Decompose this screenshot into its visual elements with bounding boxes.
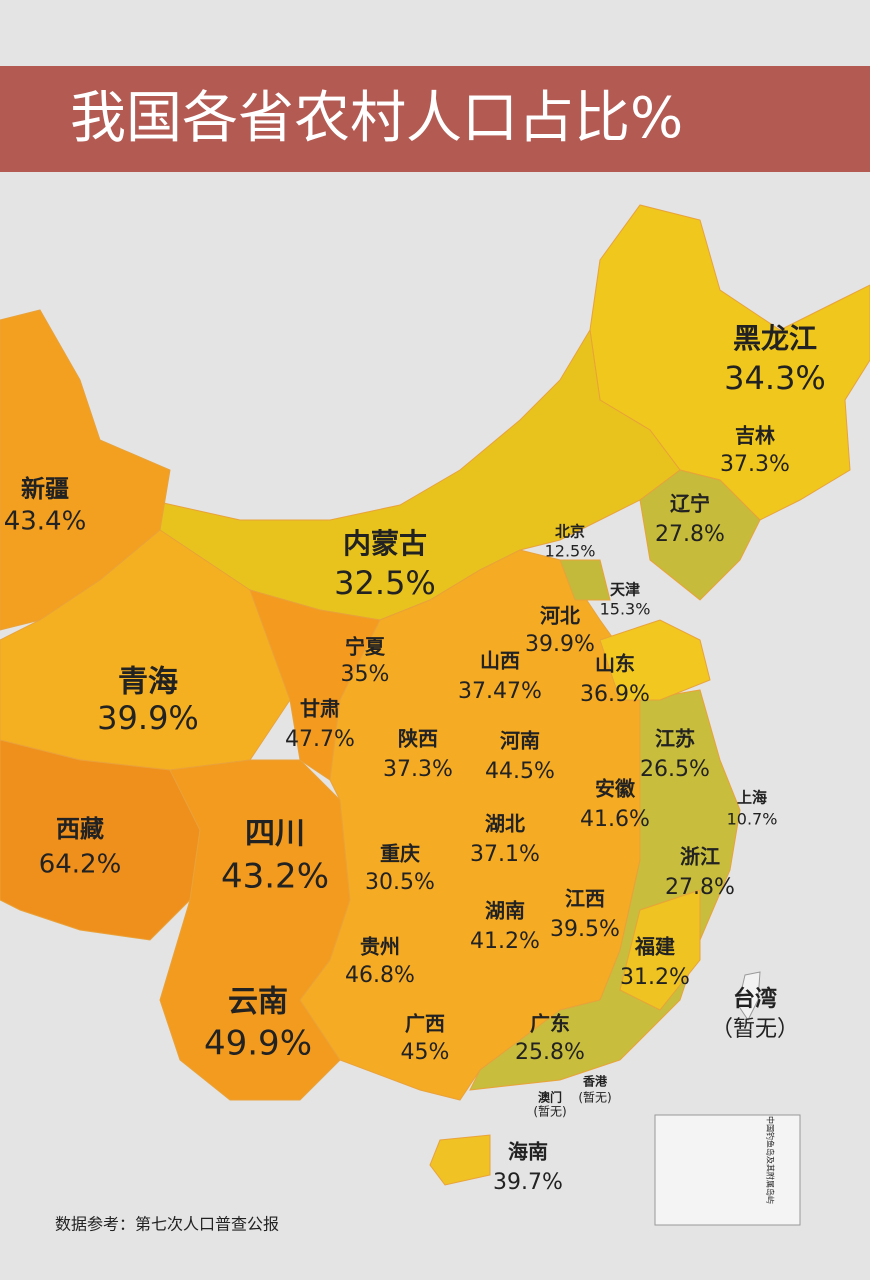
- region-name: 陕西: [398, 727, 438, 751]
- region-value: (暂无): [578, 1091, 611, 1105]
- region-name: 江西: [565, 887, 605, 911]
- region-name: 新疆: [21, 475, 69, 503]
- title: 我国各省农村人口占比%: [70, 86, 683, 151]
- region-shape: [737, 971, 761, 1021]
- region-name: 河北: [540, 604, 580, 628]
- region-name: 江苏: [655, 727, 695, 751]
- region-name: 天津: [610, 581, 640, 599]
- region-name: 云南: [228, 985, 288, 1020]
- region-value: 26.5%: [640, 757, 710, 782]
- region-value: 34.3%: [724, 359, 826, 397]
- region-value: （暂无）: [711, 1017, 799, 1042]
- region-name: 湖南: [485, 899, 525, 923]
- region-value: 35%: [341, 662, 390, 687]
- region-value: 41.6%: [580, 807, 650, 832]
- region-name: 安徽: [595, 777, 636, 801]
- region-value: 45%: [401, 1040, 450, 1065]
- region-value: 30.5%: [365, 870, 435, 895]
- region-name: 青海: [118, 665, 178, 700]
- region-shape: [599, 619, 711, 701]
- region-name: 湖北: [485, 812, 525, 836]
- region-name: 北京: [555, 523, 585, 541]
- map-shapes: [0, 204, 870, 1186]
- inset-label: 中国钓鱼岛及其附属岛屿: [766, 1116, 776, 1204]
- region-value: 39.9%: [525, 632, 595, 657]
- region-name: 贵州: [360, 935, 400, 959]
- region-value: 43.4%: [4, 507, 87, 537]
- region-name: 浙江: [680, 845, 720, 869]
- region-value: 49.9%: [204, 1024, 312, 1064]
- region-value: 39.7%: [493, 1170, 563, 1195]
- region-value: 39.9%: [97, 699, 199, 737]
- region-name: 宁夏: [345, 635, 386, 659]
- region-name: 辽宁: [670, 492, 710, 516]
- region-value: 39.5%: [550, 917, 620, 942]
- region-name: 海南: [508, 1140, 548, 1164]
- region-value: 15.3%: [600, 600, 651, 619]
- region-name: 重庆: [380, 842, 420, 866]
- region-name: 吉林: [735, 424, 775, 448]
- region-name: 广西: [405, 1012, 445, 1036]
- region-name: 福建: [634, 935, 675, 959]
- region-value: 10.7%: [727, 810, 778, 829]
- region-name: 澳门: [538, 1090, 562, 1105]
- region-value: 47.7%: [285, 727, 355, 752]
- region-name: 西藏: [56, 815, 104, 843]
- region-name: 山西: [480, 649, 520, 673]
- region-value: 37.1%: [470, 842, 540, 867]
- region-value: 32.5%: [334, 564, 436, 602]
- region-shape: [639, 469, 761, 601]
- region-value: (暂无): [533, 1105, 566, 1119]
- source-note: 数据参考：第七次人口普查公报: [55, 1215, 279, 1234]
- region-value: 25.8%: [515, 1040, 585, 1065]
- region-value: 43.2%: [221, 857, 329, 897]
- region-value: 27.8%: [655, 522, 725, 547]
- region-name: 广东: [530, 1012, 570, 1036]
- region-value: 27.8%: [665, 875, 735, 900]
- region-name: 甘肃: [300, 697, 340, 721]
- region-name: 上海: [737, 789, 767, 807]
- region-value: 37.3%: [720, 452, 790, 477]
- region-name: 内蒙古: [343, 527, 427, 560]
- region-value: 64.2%: [39, 850, 122, 880]
- region-value: 37.3%: [383, 757, 453, 782]
- region-value: 31.2%: [620, 965, 690, 990]
- region-shape: [429, 1134, 491, 1186]
- region-value: 44.5%: [485, 759, 555, 784]
- title-band: [0, 66, 870, 172]
- inset-map: [654, 1114, 801, 1226]
- region-name: 山东: [595, 652, 635, 676]
- region-name: 四川: [245, 817, 305, 852]
- region-name: 香港: [582, 1074, 608, 1089]
- region-shape: [559, 559, 611, 601]
- region-value: 12.5%: [545, 542, 596, 561]
- region-shape: [0, 309, 171, 631]
- region-shape: [0, 739, 201, 941]
- region-name: 黑龙江: [733, 322, 817, 355]
- region-value: 36.9%: [580, 682, 650, 707]
- region-name: 河南: [500, 729, 540, 753]
- region-value: 46.8%: [345, 963, 415, 988]
- region-name: 台湾: [733, 986, 777, 1012]
- region-shape: [619, 889, 701, 1011]
- region-value: 41.2%: [470, 929, 540, 954]
- region-value: 37.47%: [458, 679, 542, 704]
